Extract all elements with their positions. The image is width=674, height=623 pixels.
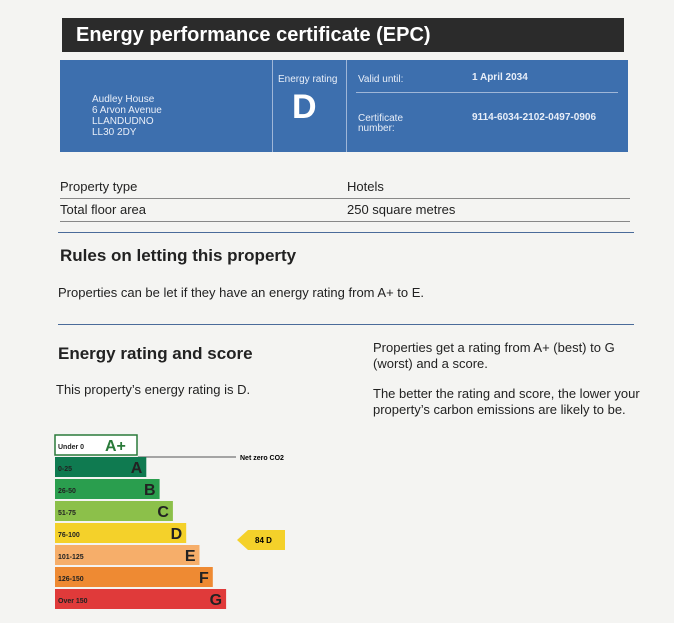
section-title: Energy rating and score [58,344,253,364]
band-range: 76-100 [58,532,80,539]
valid-label: Valid until: [358,74,403,85]
address-line: Audley House [92,94,162,105]
divider [356,92,618,93]
property-row: Total floor area 250 square metres [60,199,630,222]
band-range: 51-75 [58,510,76,517]
row-value: Hotels [347,176,384,198]
band-letter: A [131,460,143,477]
title: Energy performance certificate (EPC) [62,18,624,52]
divider [346,60,347,152]
address-line: LL30 2DY [92,127,162,138]
band-letter: C [157,504,169,521]
address-line: 6 Arvon Avenue [92,105,162,116]
paragraph: The better the rating and score, the low… [373,386,643,418]
divider [272,60,273,152]
net-zero-label: Net zero CO2 [240,455,284,462]
band-range: 126-150 [58,576,84,583]
band-range: 0-25 [58,466,72,473]
cert-label: Certificate number: [358,114,418,134]
band-range: 101-125 [58,554,84,561]
band-letter: B [144,482,156,499]
paragraph: Properties can be let if they have an en… [58,285,424,301]
rating-scale: Net zero CO2 84 D Under 0 A+ 0-25 A 26-50 B 51… [0,430,674,623]
page: Energy performance certificate (EPC) Aud… [0,0,674,623]
paragraph: This property’s energy rating is D. [56,382,250,398]
band-range: Under 0 [58,444,84,451]
band-letter: D [171,526,183,543]
address-line: LLANDUDNO [92,116,162,127]
row-label: Property type [60,179,137,194]
row-value: 250 square metres [347,199,455,221]
current-label: 84 D [255,536,272,545]
band-letter: G [210,592,222,609]
band-letter: A+ [105,438,126,455]
band-range: Over 150 [58,598,88,605]
section-title: Rules on letting this property [60,246,296,266]
rating-label: Energy rating [278,74,337,85]
band-letter: F [199,570,209,587]
address: Audley House 6 Arvon Avenue LLANDUDNO LL… [92,94,162,138]
property-row: Property type Hotels [60,176,630,199]
rule [58,232,634,233]
band-letter: E [185,548,196,565]
summary-box: Audley House 6 Arvon Avenue LLANDUDNO LL… [60,60,628,152]
rule [58,324,634,325]
rating-value: D [292,88,317,127]
band-range: 26-50 [58,488,76,495]
row-label: Total floor area [60,202,146,217]
valid-value: 1 April 2034 [472,72,528,83]
paragraph: Properties get a rating from A+ (best) t… [373,340,623,372]
cert-value: 9114-6034-2102-0497-0906 [472,112,602,123]
